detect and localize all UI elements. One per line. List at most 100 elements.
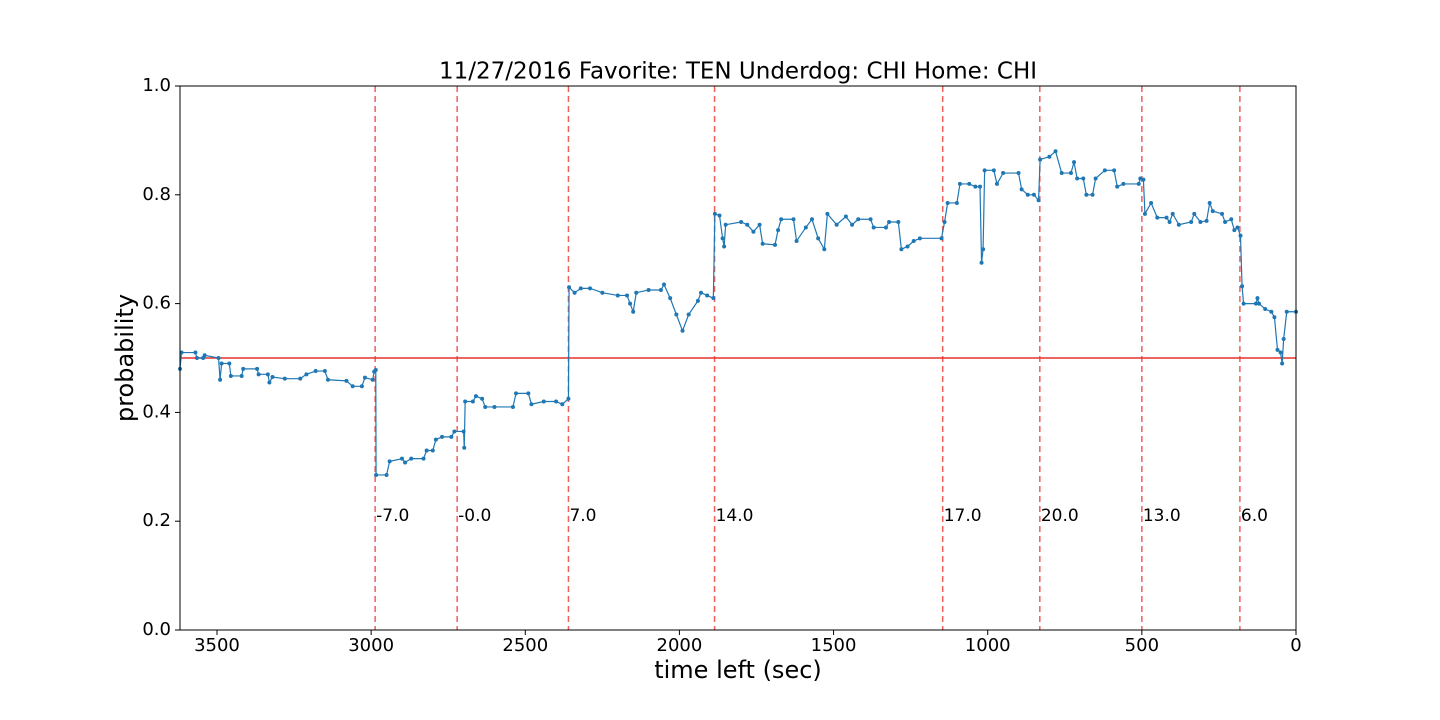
x-tick-label: 1000 [965, 635, 1011, 656]
chart-title: 11/27/2016 Favorite: TEN Underdog: CHI H… [439, 59, 1037, 85]
data-point [911, 239, 916, 244]
y-tick-label: 0.6 [142, 293, 171, 314]
data-point [883, 225, 888, 230]
data-point [202, 353, 207, 358]
data-point [529, 402, 534, 407]
data-point [757, 222, 762, 227]
data-point [399, 456, 404, 461]
data-point [433, 437, 438, 442]
data-point [483, 404, 488, 409]
data-point [1036, 198, 1041, 203]
data-point [409, 456, 414, 461]
data-point [850, 222, 855, 227]
data-point [896, 220, 901, 224]
data-point [239, 373, 244, 378]
score-label: 14.0 [716, 506, 754, 526]
data-point [809, 217, 814, 222]
data-point [322, 369, 327, 374]
data-point [680, 328, 685, 333]
data-point [480, 396, 485, 401]
data-point [1031, 192, 1036, 197]
data-point [634, 290, 639, 295]
data-point [256, 372, 261, 377]
y-tick-label: 0.4 [142, 401, 171, 422]
data-point [615, 293, 620, 298]
data-point [1257, 301, 1262, 306]
data-point [899, 247, 904, 252]
data-point [1038, 157, 1043, 162]
data-point [1025, 192, 1030, 197]
data-point [461, 429, 466, 434]
data-point [1269, 309, 1274, 314]
data-point [945, 200, 950, 205]
data-point [1053, 149, 1058, 154]
data-point [265, 372, 270, 377]
data-point [227, 361, 232, 366]
data-point [834, 222, 839, 227]
data-point [1280, 361, 1285, 366]
score-label: 13.0 [1143, 506, 1181, 526]
data-point [1047, 154, 1052, 159]
data-point [917, 236, 922, 241]
data-point [1075, 176, 1080, 181]
data-point [1102, 168, 1107, 173]
x-tick-label: 500 [1125, 635, 1159, 656]
data-point [751, 229, 756, 234]
data-point [1238, 233, 1243, 238]
data-point [668, 296, 673, 301]
data-point [313, 369, 318, 374]
data-point [492, 404, 497, 409]
data-point [1198, 220, 1203, 224]
data-point [1121, 181, 1126, 186]
data-point [686, 312, 691, 317]
data-point [567, 285, 572, 290]
data-point [1253, 301, 1258, 306]
data-point [1263, 307, 1268, 312]
data-point [994, 181, 999, 186]
data-point [374, 472, 379, 477]
data-point [1207, 200, 1212, 205]
data-point [991, 168, 996, 173]
data-point [871, 225, 876, 230]
data-point [600, 290, 605, 295]
x-tick-label: 0 [1290, 635, 1301, 656]
data-point [449, 434, 454, 439]
data-point [241, 366, 246, 371]
data-point [843, 214, 848, 219]
data-point [282, 376, 287, 381]
data-point [1284, 309, 1289, 314]
y-tick-label: 0.0 [142, 619, 171, 640]
data-point [1084, 192, 1089, 197]
data-point [578, 286, 583, 291]
data-point [216, 356, 221, 360]
data-point [1090, 192, 1095, 197]
data-point [1142, 211, 1147, 216]
data-point [717, 213, 722, 218]
plot-frame [179, 85, 1297, 631]
data-point [463, 399, 468, 404]
score-label: 7.0 [569, 506, 596, 526]
data-point [939, 236, 944, 241]
y-tick-label: 1.0 [142, 75, 171, 96]
data-point [424, 448, 429, 453]
data-point [1081, 176, 1086, 181]
data-point [218, 377, 223, 382]
data-point [514, 391, 519, 396]
data-point [473, 394, 478, 399]
data-point [705, 293, 710, 298]
data-point [588, 286, 593, 291]
data-point [658, 288, 663, 292]
data-point [1192, 211, 1197, 216]
data-point [1278, 350, 1283, 355]
data-point [1241, 301, 1246, 306]
data-point [440, 434, 445, 439]
data-point [1068, 171, 1073, 176]
data-point [526, 391, 531, 396]
data-point [791, 217, 796, 222]
data-point [942, 220, 947, 224]
data-point [270, 375, 275, 380]
score-label: 17.0 [944, 506, 982, 526]
x-tick-label: 1500 [811, 635, 857, 656]
data-point [1155, 215, 1160, 220]
